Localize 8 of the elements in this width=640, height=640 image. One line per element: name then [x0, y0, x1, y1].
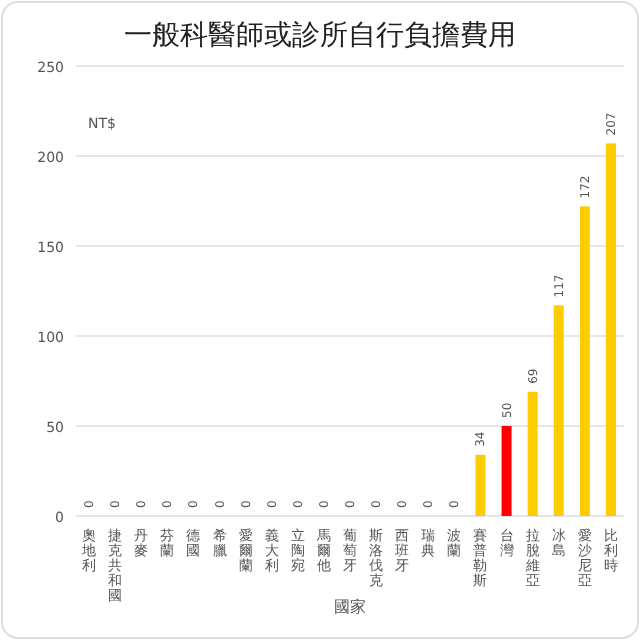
x-axis-title: 國家: [334, 598, 366, 616]
chart-title: 一般科醫師或診所自行負擔費用: [124, 20, 516, 52]
bar: [579, 206, 590, 516]
bar: [605, 143, 616, 516]
bar: [501, 426, 512, 516]
bar: [527, 391, 538, 516]
bar: [475, 454, 486, 516]
bar: [553, 305, 564, 516]
